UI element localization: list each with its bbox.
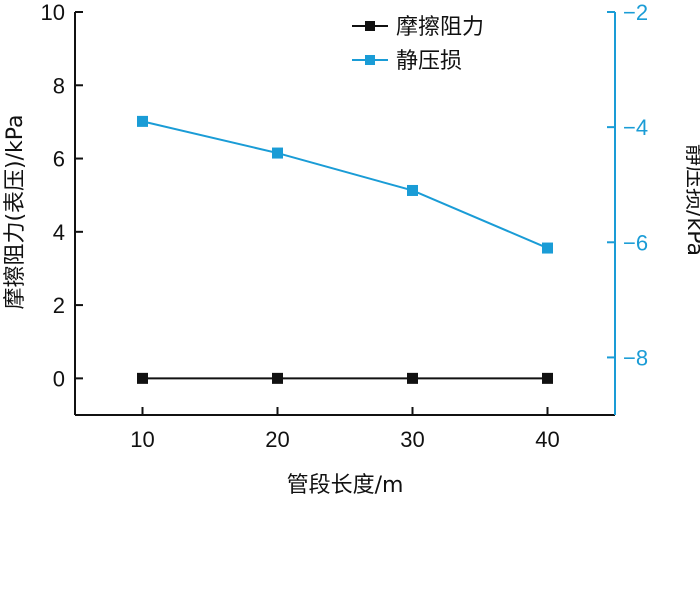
series-point-1 bbox=[542, 242, 553, 254]
series-point-1 bbox=[137, 115, 148, 127]
left-y-ticks: 0 2 4 6 8 10 bbox=[41, 0, 83, 391]
left-y-tick-label: 8 bbox=[53, 73, 65, 98]
series-layer bbox=[137, 115, 553, 384]
x-axis-title: 管段长度/m bbox=[287, 473, 404, 498]
legend-swatch-marker-static bbox=[365, 55, 375, 65]
right-y-tick-label: −8 bbox=[623, 345, 648, 370]
left-y-tick-label: 6 bbox=[53, 147, 65, 172]
legend-swatch-marker-friction bbox=[365, 21, 375, 31]
left-y-tick-label: 2 bbox=[53, 293, 65, 318]
legend-label-static: 静压损 bbox=[396, 49, 462, 74]
x-ticks: 10 20 30 40 bbox=[130, 407, 560, 452]
series-point-1 bbox=[272, 147, 283, 159]
legend: 摩擦阻力 静压损 bbox=[352, 15, 484, 74]
x-tick-label: 20 bbox=[265, 427, 289, 452]
series-point-0 bbox=[137, 372, 148, 384]
series-point-0 bbox=[542, 372, 553, 384]
x-tick-label: 40 bbox=[535, 427, 559, 452]
left-y-tick-label: 0 bbox=[53, 366, 65, 391]
series-point-0 bbox=[407, 372, 418, 384]
series-point-0 bbox=[272, 372, 283, 384]
left-y-axis-title: 摩擦阻力(表压)/kPa bbox=[3, 114, 28, 309]
right-y-ticks: −8 −6 −4 −2 bbox=[607, 0, 648, 370]
left-y-tick-label: 4 bbox=[53, 220, 65, 245]
legend-label-friction: 摩擦阻力 bbox=[396, 15, 484, 40]
right-y-tick-label: −4 bbox=[623, 115, 648, 140]
right-y-tick-label: −2 bbox=[623, 0, 648, 25]
left-y-tick-label: 10 bbox=[41, 0, 65, 25]
right-y-axis-title: 静压损/kPa bbox=[682, 144, 700, 256]
series-point-1 bbox=[407, 184, 418, 196]
x-tick-label: 30 bbox=[400, 427, 424, 452]
x-tick-label: 10 bbox=[130, 427, 154, 452]
axes bbox=[74, 12, 616, 416]
series-line-1 bbox=[142, 120, 548, 249]
right-y-tick-label: −6 bbox=[623, 230, 648, 255]
